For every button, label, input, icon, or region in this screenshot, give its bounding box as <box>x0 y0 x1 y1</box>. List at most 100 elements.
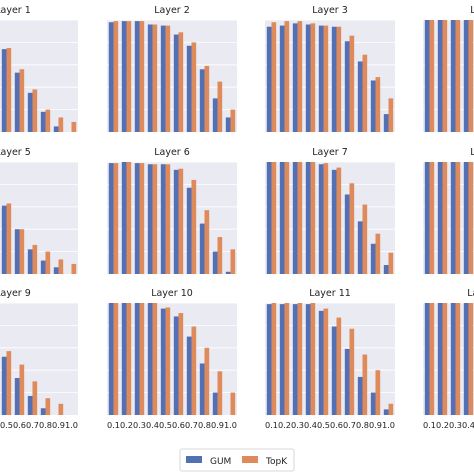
bar-topk-0.4 <box>468 162 474 274</box>
bar-topk-0.7 <box>191 42 197 132</box>
bar-gum-0.3 <box>292 23 298 132</box>
x-tick-label: 0.1 <box>107 420 120 430</box>
bar-gum-0.1 <box>424 303 430 415</box>
bar-topk-0.2 <box>126 162 132 274</box>
bar-topk-0.6 <box>19 229 25 274</box>
bar-gum-0.4 <box>463 162 469 274</box>
bar-gum-0.7 <box>186 336 192 415</box>
bar-gum-0.5 <box>1 205 7 274</box>
bar-topk-0.2 <box>284 303 290 415</box>
legend: GUM TopK <box>179 448 295 472</box>
bar-topk-0.1 <box>429 162 435 274</box>
bar-topk-0.9 <box>375 233 381 274</box>
bar-topk-0.9 <box>217 81 223 132</box>
panel-layer-4: Layer 4 <box>423 5 474 132</box>
bar-gum-0.6 <box>14 72 20 132</box>
bar-topk-0.7 <box>349 183 355 274</box>
bar-topk-0.1 <box>271 162 277 274</box>
bar-gum-0.7 <box>344 41 350 132</box>
bar-gum-0.1 <box>266 304 272 415</box>
bar-gum-1.0 <box>383 265 389 274</box>
bar-gum-0.7 <box>186 187 192 274</box>
x-tick-label: 0.6 <box>172 420 185 430</box>
bar-gum-0.7 <box>186 45 192 133</box>
bar-gum-0.5 <box>160 308 166 415</box>
bar-topk-0.7 <box>32 89 38 132</box>
bar-topk-0.9 <box>375 370 381 415</box>
bar-gum-0.3 <box>292 304 298 415</box>
bar-topk-0.2 <box>126 21 132 132</box>
bar-gum-0.9 <box>53 267 59 274</box>
panel-title: Layer 12 <box>467 288 474 299</box>
bar-topk-0.1 <box>113 303 119 415</box>
x-tick-label: 0.5 <box>0 420 13 430</box>
panel-layer-3: Layer 3 <box>265 5 395 133</box>
plot-area <box>0 303 78 415</box>
x-tick-label: 0.5 <box>159 420 172 430</box>
bar-gum-0.9 <box>370 80 376 132</box>
bar-gum-0.1 <box>266 26 272 132</box>
bar-topk-0.7 <box>349 328 355 415</box>
bar-topk-0.6 <box>336 26 342 132</box>
panel-title: Layer 3 <box>312 5 348 16</box>
bar-gum-0.9 <box>212 98 218 132</box>
bar-topk-0.5 <box>165 307 171 415</box>
bar-gum-0.6 <box>173 316 179 415</box>
bar-gum-0.3 <box>450 303 456 415</box>
bar-gum-0.4 <box>147 164 153 274</box>
bar-topk-1.0 <box>71 121 77 132</box>
x-tick-label: 0.1 <box>265 420 278 430</box>
panel-title: Layer 1 <box>0 5 31 16</box>
panel-layer-10: Layer 10 0.1 0.2 0.3 0.4 0.5 0.6 0.7 0.8 0.9 1.0 <box>107 288 237 430</box>
bar-topk-0.4 <box>152 24 158 133</box>
bar-gum-0.8 <box>357 376 363 415</box>
bar-gum-0.5 <box>318 25 324 133</box>
bar-gum-0.3 <box>292 162 298 274</box>
bar-gum-0.5 <box>318 164 324 274</box>
bar-gum-1.0 <box>383 114 389 132</box>
bar-topk-0.2 <box>284 21 290 132</box>
bar-gum-0.2 <box>279 162 285 274</box>
bar-topk-0.8 <box>362 54 368 132</box>
bar-topk-0.3 <box>455 20 461 132</box>
bar-topk-0.9 <box>375 77 381 132</box>
bar-gum-0.8 <box>40 260 46 274</box>
bar-gum-0.1 <box>108 163 114 274</box>
panel-title: Layer 10 <box>151 288 193 299</box>
x-tick-label: 0.2 <box>436 420 449 430</box>
x-tick-label: 0.1 <box>423 420 436 430</box>
bar-topk-0.4 <box>310 23 316 132</box>
bar-topk-0.3 <box>139 303 145 415</box>
bar-gum-1.0 <box>225 117 231 132</box>
x-tick-label: 0.7 <box>26 420 39 430</box>
panel-title: Layer 11 <box>309 288 351 299</box>
x-tick-label: 0.3 <box>133 420 146 430</box>
legend-swatch-gum <box>186 456 202 463</box>
bar-gum-0.4 <box>305 162 311 274</box>
panel-layer-11: Layer 11 0.1 0.2 0.3 0.4 0.5 0.6 0.7 0.8 0.9 1.0 <box>265 288 395 430</box>
bar-gum-0.6 <box>173 169 179 274</box>
bar-gum-0.2 <box>121 21 127 132</box>
bar-gum-0.8 <box>199 363 205 415</box>
bar-gum-0.4 <box>147 303 153 415</box>
panel-layer-6: Layer 6 <box>107 147 237 274</box>
x-tick-label: 1.0 <box>65 420 78 430</box>
x-tick-label: 0.6 <box>13 420 26 430</box>
x-tick-label: 0.9 <box>369 420 382 430</box>
bar-topk-0.5 <box>6 351 12 415</box>
bar-topk-0.8 <box>204 347 210 415</box>
bar-gum-0.5 <box>160 25 166 133</box>
bar-gum-0.8 <box>40 111 46 132</box>
bar-topk-0.5 <box>323 308 329 415</box>
bar-topk-0.6 <box>19 364 25 415</box>
bar-gum-0.6 <box>331 26 337 132</box>
x-tick-label: 0.2 <box>120 420 133 430</box>
x-tick-label: 0.7 <box>185 420 198 430</box>
bar-topk-0.3 <box>297 21 303 132</box>
bar-topk-0.8 <box>45 398 51 415</box>
bar-topk-0.7 <box>191 179 197 274</box>
bar-topk-1.0 <box>230 249 236 274</box>
bar-gum-0.6 <box>331 326 337 415</box>
bar-topk-0.2 <box>126 303 132 415</box>
bar-topk-0.7 <box>349 35 355 132</box>
